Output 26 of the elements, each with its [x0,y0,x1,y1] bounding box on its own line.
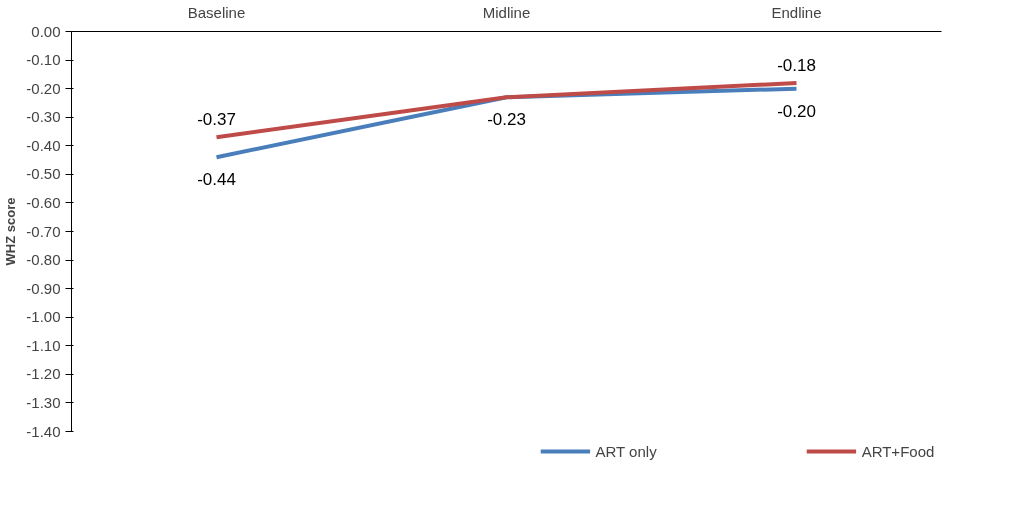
y-tick-label: -1.00 [26,308,61,326]
legend-label: ART only [595,442,657,460]
y-tick-label: -0.10 [26,51,61,69]
x-tick-label: Midline [482,3,531,21]
data-label: -0.20 [777,101,816,121]
data-label: -0.23 [487,110,526,130]
x-tick-label: Endline [771,3,822,21]
data-label: -0.18 [777,55,816,75]
y-tick-label: -1.20 [26,365,61,383]
x-tick-label: Baseline [187,3,246,21]
y-axis-title: WHZ score [3,197,19,266]
y-tick-label: -0.60 [26,193,61,211]
y-tick-label: -0.90 [26,279,61,297]
legend-label: ART+Food [861,442,935,460]
y-tick-label: -0.20 [26,79,61,97]
y-tick-label: 0.00 [31,22,61,40]
y-tick-label: -0.70 [26,222,61,240]
y-tick-label: -0.40 [26,136,61,154]
y-tick-label: -1.10 [26,336,61,354]
y-tick-label: -0.50 [26,165,61,183]
y-tick-label: -1.40 [26,422,61,440]
y-tick-label: -1.30 [26,393,61,411]
y-tick-label: -0.80 [26,251,61,269]
data-label: -0.44 [197,170,236,190]
y-tick-label: -0.30 [26,108,61,126]
data-label: -0.37 [197,110,236,130]
